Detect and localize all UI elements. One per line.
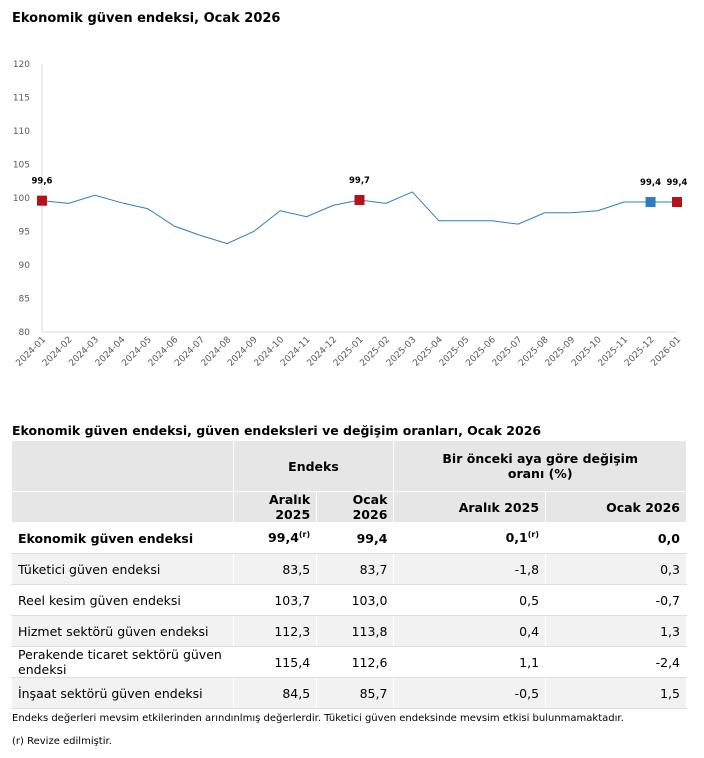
cell-value: 0,3: [545, 553, 687, 585]
table-row: Perakende ticaret sektörü güven endeksi 1…: [11, 646, 687, 678]
cell-value: -1,8: [393, 553, 547, 585]
table-row: İnşaat sektörü güven endeksi 84,5 85,7 -0,5…: [11, 677, 687, 709]
cell-value: 1,3: [545, 615, 687, 647]
cell-value: 103,7: [232, 584, 318, 616]
row-label: Reel kesim güven endeksi: [11, 584, 234, 616]
corner: [11, 440, 234, 492]
data-label: 99,4: [640, 178, 661, 188]
col-header: Aralık 2025: [393, 491, 547, 523]
cell-value: 103,0: [316, 584, 395, 616]
data-point-marker: [37, 195, 47, 206]
cell-value: -2,4: [545, 646, 687, 678]
revised-note: (r) Revize edilmiştir.: [12, 736, 112, 747]
col-header: Ocak 2026: [316, 491, 395, 523]
row-label: Hizmet sektörü güven endeksi: [11, 615, 234, 647]
cell-value: 0,1(r): [393, 522, 547, 554]
cell-value: 83,5: [232, 553, 318, 585]
data-label: 99,7: [349, 176, 370, 186]
cell-value: 0,4: [393, 615, 547, 647]
y-tick-label: 90: [19, 261, 31, 271]
row-label: İnşaat sektörü güven endeksi: [11, 677, 234, 709]
cell-value: 112,3: [232, 615, 318, 647]
row-label: Perakende ticaret sektörü güven endeksi: [11, 646, 234, 678]
revised-mark: (r): [527, 530, 540, 540]
table-row: Reel kesim güven endeksi 103,7 103,0 0,5 -0,…: [11, 584, 687, 616]
y-tick-label: 105: [13, 161, 30, 171]
row-label: Tüketici güven endeksi: [11, 553, 234, 585]
cell-value: 115,4: [232, 646, 318, 678]
data-point-marker: [672, 197, 682, 208]
table-title: Ekonomik güven endeksi, güven endeksleri…: [12, 423, 542, 438]
cell-value: 85,7: [316, 677, 395, 709]
data-point-marker: [354, 195, 365, 206]
cell-value: 83,7: [316, 553, 395, 585]
y-tick-label: 110: [13, 127, 30, 137]
y-tick-label: 115: [13, 94, 30, 104]
cell-value: 0,5: [393, 584, 547, 616]
cell-value: 99,4: [316, 522, 395, 554]
table-row: Hizmet sektörü güven endeksi 112,3 113,8 0,…: [11, 615, 687, 647]
cell-value: -0,7: [545, 584, 687, 616]
data-label: 99,6: [32, 177, 53, 187]
revised-mark: (r): [298, 530, 311, 540]
cell-value: 84,5: [232, 677, 318, 709]
col-header: Ocak 2026: [545, 491, 687, 523]
cell-value: 112,6: [316, 646, 395, 678]
data-table: Endeks Bir önceki aya göre değişim oranı…: [11, 440, 687, 709]
cell-value: 99,4(r): [232, 522, 318, 554]
cell-value: 1,1: [393, 646, 547, 678]
data-point-marker: [645, 197, 656, 208]
y-tick-label: 85: [19, 295, 30, 305]
y-tick-label: 120: [13, 60, 30, 70]
corner2: [11, 491, 234, 523]
cell-value: -0,5: [393, 677, 547, 709]
data-label: 99,4: [667, 178, 688, 188]
table-row: Tüketici güven endeksi 83,5 83,7 -1,8 0,3: [11, 553, 687, 585]
cell-value: 1,5: [545, 677, 687, 709]
cell-value: 0,0: [545, 522, 687, 554]
y-tick-label: 80: [19, 328, 31, 338]
note: Endeks değerleri mevsim etkilerinden arı…: [12, 713, 624, 724]
col-header: Aralık 2025: [232, 491, 318, 523]
line-chart: 808590951001051101151202024-012024-02202…: [13, 60, 688, 369]
table-row: Ekonomik güven endeksi 99,4(r) 99,4 0,1(r) 0…: [11, 522, 687, 554]
row-label: Ekonomik güven endeksi: [11, 522, 234, 554]
chart-title: Ekonomik güven endeksi, Ocak 2026: [12, 11, 281, 26]
y-tick-label: 100: [13, 194, 30, 204]
y-tick-label: 95: [19, 228, 30, 238]
group-endeks: Endeks: [232, 440, 395, 492]
cell-value: 113,8: [316, 615, 395, 647]
group-change: Bir önceki aya göre değişim oranı (%): [393, 440, 687, 492]
